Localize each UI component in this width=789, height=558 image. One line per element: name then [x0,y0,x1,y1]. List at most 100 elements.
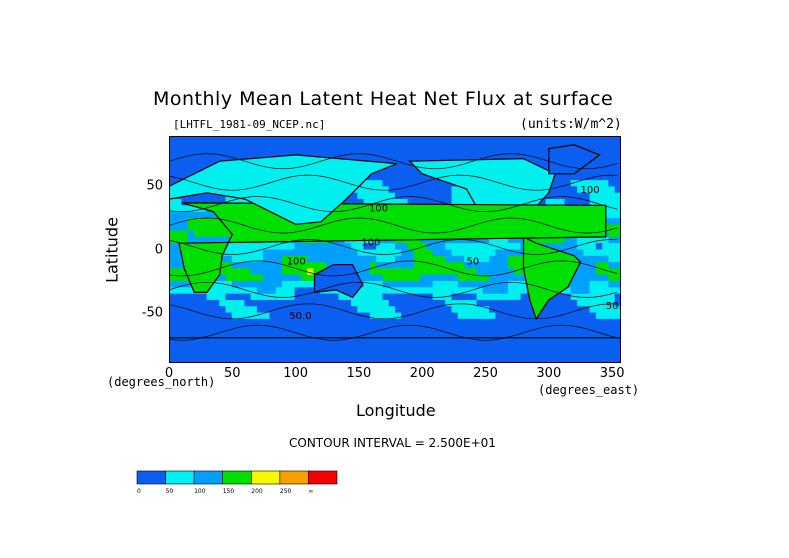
field-cell [495,136,503,143]
field-cell [194,205,201,213]
field-cell [614,217,621,225]
field-cell [602,249,609,257]
x-tick-label: 300 [536,366,562,381]
field-cell [508,325,515,332]
contour-line [169,260,618,277]
contour-label: 50.0 [289,311,311,322]
field-cell [376,142,383,150]
field-cell [194,312,201,320]
field-cell [357,299,365,307]
field-cell [407,287,415,295]
field-cell [407,161,415,168]
field-cell [225,287,233,295]
field-cell [357,306,365,313]
field-cell [413,199,421,206]
field-cell [482,236,490,244]
field-cell [313,299,321,307]
field-cell [476,331,484,339]
field-cell [332,312,339,320]
field-cell [407,262,415,269]
field-cell [413,186,421,194]
field-cell [388,142,396,150]
field-cell [583,243,591,250]
field-cell [344,154,352,162]
field-cell [476,287,484,295]
field-cell [294,306,302,313]
field-cell [464,325,471,332]
field-cell [269,306,277,313]
field-cell [344,136,352,143]
field-cell [432,299,440,307]
field-cell [206,331,214,339]
field-cell [194,293,201,301]
field-cell [476,236,484,244]
field-cell [300,243,308,250]
field-cell [464,199,471,206]
field-cell [357,154,365,162]
field-cell [426,318,434,326]
field-cell [225,331,233,339]
field-cell [219,224,226,231]
field-cell [595,243,603,250]
field-cell [583,142,591,150]
field-cell [294,142,302,150]
field-cell [319,306,327,313]
field-cell [269,262,277,269]
field-cell [545,142,553,150]
field-cell [420,325,427,332]
field-cell [614,325,621,332]
field-cell [363,331,371,339]
field-cell [332,331,339,339]
field-cell [432,262,440,269]
field-cell [438,262,446,269]
field-cell [376,318,383,326]
field-cell [401,249,408,257]
field-cell [495,312,503,320]
field-cell [250,148,258,156]
field-cell [357,325,365,332]
field-cell [432,199,440,206]
field-cell [420,173,427,181]
field-cell [376,312,383,320]
field-cell [614,318,621,326]
field-cell [583,249,591,257]
field-cell [413,268,421,276]
field-cell [614,262,621,269]
field-cell [238,331,245,339]
field-cell [369,192,377,200]
field-cell [551,312,559,320]
field-cell [577,136,584,143]
field-cell [175,167,182,175]
field-cell [432,192,440,200]
field-cell [457,293,465,301]
field-cell [432,325,440,332]
field-cell [351,299,358,307]
field-cell [595,255,603,263]
field-cell [438,243,446,250]
field-cell [457,186,465,194]
field-cell [508,262,515,269]
field-cell [508,243,515,250]
field-cell [175,255,182,263]
field-cell [608,243,616,250]
field-cell [420,154,427,162]
field-cell [577,142,584,150]
field-cell [256,262,264,269]
field-cell [212,281,220,288]
field-cell [608,142,616,150]
field-cell [319,136,327,143]
field-cell [420,186,427,194]
field-cell [382,249,390,257]
field-cell [332,249,339,257]
field-cell [225,236,233,244]
field-cell [545,318,553,326]
field-cell [539,142,547,150]
field-cell [514,274,521,282]
field-cell [438,186,446,194]
field-cell [219,192,226,200]
field-cell [263,293,270,301]
field-cell [231,274,239,282]
field-cell [539,331,547,339]
field-cell [464,306,471,313]
field-cell [376,199,383,206]
